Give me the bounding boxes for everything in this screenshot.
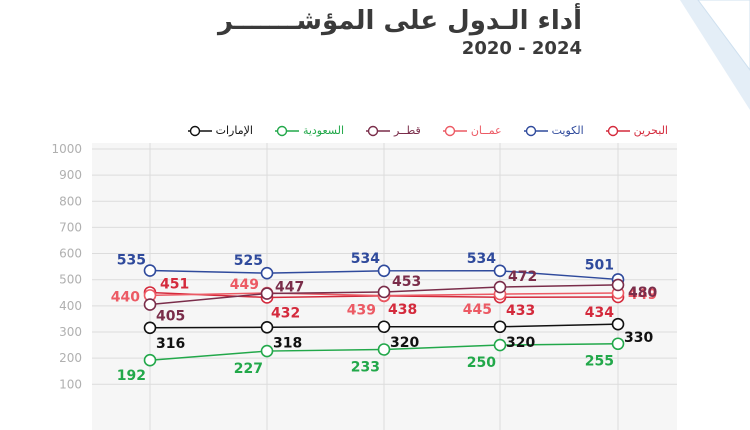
- data-label: 451: [160, 277, 189, 293]
- legend-circle: [189, 125, 200, 136]
- data-label: 534: [351, 251, 380, 267]
- data-point: [377, 285, 391, 299]
- legend-item: قطــر: [366, 124, 421, 137]
- data-label: 405: [156, 309, 185, 325]
- legend-item: السعودية: [274, 124, 345, 137]
- data-label: 255: [585, 354, 614, 370]
- legend-label: البحرين: [633, 124, 668, 137]
- legend-label: الكويت: [551, 124, 584, 137]
- y-tick-label: 700: [59, 220, 82, 234]
- data-label: 440: [111, 289, 140, 305]
- y-tick-label: 400: [59, 299, 82, 313]
- legend-item: عمــان: [442, 124, 502, 137]
- data-point: [143, 321, 157, 335]
- legend-circle: [444, 125, 456, 136]
- data-label: 535: [117, 253, 146, 269]
- data-label: 472: [508, 269, 537, 285]
- legend-marker: [605, 125, 630, 136]
- legend-label: قطــر: [394, 124, 421, 137]
- data-label: 453: [392, 274, 421, 290]
- legend-marker: [366, 125, 391, 136]
- legend-marker: [187, 125, 212, 136]
- data-label: 432: [271, 305, 300, 321]
- data-point: [493, 280, 507, 294]
- legend-circle: [525, 125, 536, 136]
- data-label: 316: [156, 336, 185, 352]
- data-label: 227: [234, 361, 263, 377]
- legend-label: الإمارات: [215, 124, 253, 137]
- data-point: [611, 278, 625, 292]
- data-point: [611, 337, 625, 351]
- data-label: 447: [275, 280, 304, 296]
- data-point: [611, 317, 625, 331]
- legend-circle: [367, 125, 379, 136]
- y-tick-label: 1000: [51, 142, 82, 156]
- chart-legend: البحرين الكويت عمــان قطــر السعودية الإمارات: [187, 124, 668, 137]
- legend-circle: [276, 125, 288, 136]
- data-label: 449: [628, 287, 657, 303]
- data-label: 320: [506, 335, 535, 351]
- data-point: [493, 264, 507, 278]
- data-label: 445: [463, 302, 492, 318]
- data-label: 525: [234, 253, 263, 269]
- data-label: 320: [390, 335, 419, 351]
- chart-title: أداء الـدول على المؤشـــــــر: [218, 6, 582, 36]
- data-label: 192: [117, 368, 146, 384]
- data-point: [143, 298, 157, 311]
- y-tick-label: 900: [59, 168, 82, 182]
- chart-header: أداء الـدول على المؤشـــــــر 2020 - 202…: [218, 4, 582, 60]
- data-label: 434: [585, 305, 614, 321]
- data-label: 439: [347, 303, 376, 319]
- legend-label: السعودية: [302, 124, 345, 137]
- corner-decoration: [680, 0, 750, 110]
- data-point: [260, 344, 274, 358]
- data-label: 433: [506, 303, 535, 319]
- legend-marker: [274, 125, 299, 136]
- data-label: 449: [230, 277, 259, 293]
- y-tick-label: 200: [59, 351, 82, 365]
- y-tick-label: 800: [59, 194, 82, 208]
- data-point: [260, 320, 274, 334]
- data-point: [493, 338, 507, 352]
- chart-subtitle: 2020 - 2024: [461, 38, 582, 59]
- data-point: [143, 353, 157, 367]
- legend-item: البحرين: [605, 124, 668, 137]
- data-label: 480: [628, 285, 657, 301]
- y-tick-label: 100: [59, 377, 82, 391]
- data-label: 438: [388, 302, 417, 318]
- legend-marker: [442, 125, 467, 136]
- data-label: 501: [585, 257, 614, 273]
- legend-circle: [607, 125, 618, 136]
- data-label: 233: [351, 359, 380, 375]
- data-point: [260, 266, 274, 280]
- data-label: 330: [624, 330, 653, 346]
- legend-item: الإمارات: [187, 124, 253, 137]
- data-label: 534: [467, 251, 496, 267]
- data-point: [260, 287, 274, 300]
- legend-item: الكويت: [523, 124, 584, 137]
- corner-triangle-front: [697, 0, 750, 71]
- legend-marker: [523, 125, 548, 136]
- data-label: 318: [273, 335, 302, 351]
- legend-label: عمــان: [470, 124, 502, 137]
- data-point: [377, 343, 391, 356]
- data-point: [377, 320, 391, 334]
- data-label: 250: [467, 355, 496, 371]
- y-tick-label: 300: [59, 325, 82, 339]
- y-tick-label: 500: [59, 273, 82, 287]
- data-point: [377, 264, 391, 278]
- y-tick-label: 600: [59, 247, 82, 261]
- data-point: [493, 320, 507, 334]
- data-point: [143, 264, 157, 277]
